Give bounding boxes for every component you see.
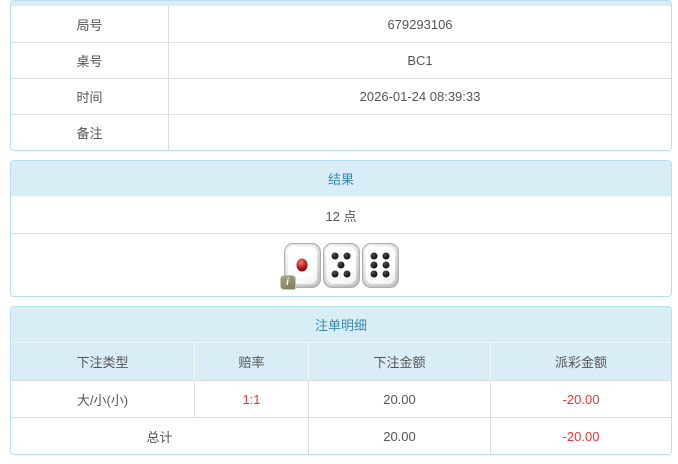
col-bet-type: 下注类型 [11, 343, 195, 380]
die-pip [382, 261, 390, 269]
remark-row: 备注 [11, 114, 671, 150]
dice-row: i [11, 234, 671, 296]
bet-amount-value: 20.00 [309, 381, 491, 417]
die-pip [337, 261, 345, 269]
die-pip [370, 261, 378, 269]
round-id-label: 局号 [11, 6, 169, 42]
col-odds: 赔率 [195, 343, 309, 380]
payout-value: -20.00 [562, 391, 600, 407]
time-value: 2026-01-24 08:39:33 [359, 89, 481, 104]
round-id-row: 局号 679293106 [11, 6, 671, 42]
time-label: 时间 [11, 79, 169, 114]
die-pip [370, 270, 378, 278]
cut-off-header-strip [11, 1, 671, 6]
die-pip [343, 252, 351, 260]
bet-type-value: 大/小(小) [11, 381, 195, 417]
col-bet-amount: 下注金额 [309, 343, 491, 380]
die-pip [331, 252, 339, 260]
total-payout: -20.00 [562, 428, 600, 444]
die-6 [361, 242, 399, 288]
info-icon[interactable]: i [279, 274, 296, 290]
bet-table-row: 大/小(小) 1:1 20.00 -20.00 [11, 380, 671, 417]
bet-details-header: 注单明细 [11, 307, 671, 343]
total-label: 总计 [11, 418, 309, 454]
die-pip [382, 252, 390, 260]
table-id-label: 桌号 [11, 43, 169, 78]
die-pip [331, 270, 339, 278]
odds-value: 1:1 [195, 381, 309, 417]
die-pip [382, 270, 390, 278]
total-bet-amount: 20.00 [309, 418, 491, 454]
result-panel: 结果 12 点 i [10, 160, 672, 297]
time-row: 时间 2026-01-24 08:39:33 [11, 78, 671, 114]
round-id-value: 679293106 [387, 16, 453, 32]
table-id-value: BC1 [407, 53, 433, 68]
round-info-panel: 局号 679293106 桌号 BC1 时间 2026-01-24 08:39:… [10, 0, 672, 151]
result-header: 结果 [11, 161, 671, 197]
die-5 [322, 242, 360, 288]
die-1: i [279, 242, 321, 290]
die-pip [343, 270, 351, 278]
remark-value [169, 115, 671, 150]
table-id-row: 桌号 BC1 [11, 42, 671, 78]
die-face [326, 246, 356, 284]
col-payout: 派彩金额 [554, 355, 607, 370]
points-text: 12 点 [11, 197, 671, 234]
die-face [365, 246, 395, 284]
bet-table-column-headers: 下注类型 赔率 下注金额 派彩金额 [11, 343, 671, 380]
bet-table-total-row: 总计 20.00 -20.00 [11, 417, 671, 454]
die-pip [296, 258, 308, 272]
remark-label: 备注 [11, 115, 169, 150]
die-pip [370, 252, 378, 260]
bet-details-panel: 注单明细 下注类型 赔率 下注金额 派彩金额 大/小(小) 1:1 20.00 … [10, 306, 672, 455]
